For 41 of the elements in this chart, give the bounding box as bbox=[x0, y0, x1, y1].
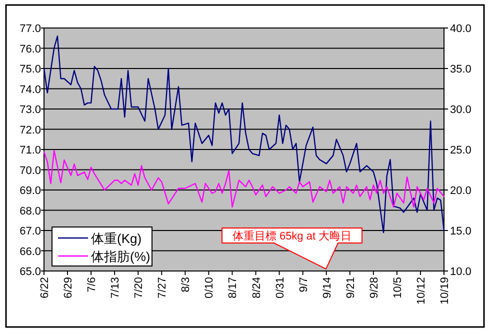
y2-tick-label: 35.0 bbox=[450, 64, 472, 76]
x-tick-label: 10/12 bbox=[415, 277, 428, 305]
x-tick-label: 10/5 bbox=[392, 277, 404, 298]
y-tick-label: 67.0 bbox=[20, 226, 41, 238]
y-tick-label: 75.0 bbox=[20, 64, 41, 76]
x-tick-label: 8/24 bbox=[250, 277, 263, 298]
x-tick-label: 9/28 bbox=[368, 277, 380, 298]
x-tick-label: 10/19 bbox=[439, 277, 451, 305]
legend-label: 体重(Kg) bbox=[91, 231, 142, 246]
y-tick-label: 66.0 bbox=[20, 246, 41, 258]
x-tick-label: 8/17 bbox=[227, 277, 240, 298]
y2-tick-label: 40.0 bbox=[450, 23, 472, 35]
x-tick-label: 9/14 bbox=[321, 277, 334, 298]
y-tick-label: 74.0 bbox=[20, 84, 41, 96]
y2-tick-label: 20.0 bbox=[450, 185, 472, 197]
y-tick-label: 76.0 bbox=[20, 43, 41, 56]
y-tick-label: 72.0 bbox=[20, 124, 41, 136]
annotation: 体重目標 65kg at 大晦日 bbox=[232, 230, 352, 242]
x-tick-label: 6/22 bbox=[39, 277, 51, 298]
y-tick-label: 65.0 bbox=[20, 266, 41, 278]
x-tick-label: 7/6 bbox=[86, 277, 98, 292]
y-tick-label: 71.0 bbox=[20, 144, 41, 156]
y-tick-label: 73.0 bbox=[20, 104, 41, 116]
y2-tick-label: 30.0 bbox=[450, 104, 472, 116]
x-tick-label: 9/7 bbox=[298, 277, 310, 292]
y2-tick-label: 25.0 bbox=[450, 144, 472, 156]
x-tick-label: 6/29 bbox=[62, 277, 75, 298]
y-tick-label: 68.0 bbox=[20, 205, 41, 218]
x-tick-label: 0/10 bbox=[204, 277, 216, 298]
x-tick-label: 7/13 bbox=[110, 277, 122, 298]
y-tick-label: 70.0 bbox=[20, 164, 41, 177]
x-tick-label: 8/3 bbox=[180, 277, 192, 292]
x-tick-label: 9/21 bbox=[344, 277, 357, 298]
x-tick-label: 0/31 bbox=[274, 277, 286, 298]
x-tick-label: 7/20 bbox=[133, 277, 146, 298]
legend-label: 体指肪(%) bbox=[91, 249, 150, 264]
y2-tick-label: 15.0 bbox=[450, 226, 472, 238]
y-tick-label: 69.0 bbox=[20, 185, 41, 197]
x-tick-label: 7/27 bbox=[156, 277, 169, 298]
y2-tick-label: 10.0 bbox=[450, 266, 472, 278]
y-tick-label: 77.0 bbox=[20, 23, 41, 35]
